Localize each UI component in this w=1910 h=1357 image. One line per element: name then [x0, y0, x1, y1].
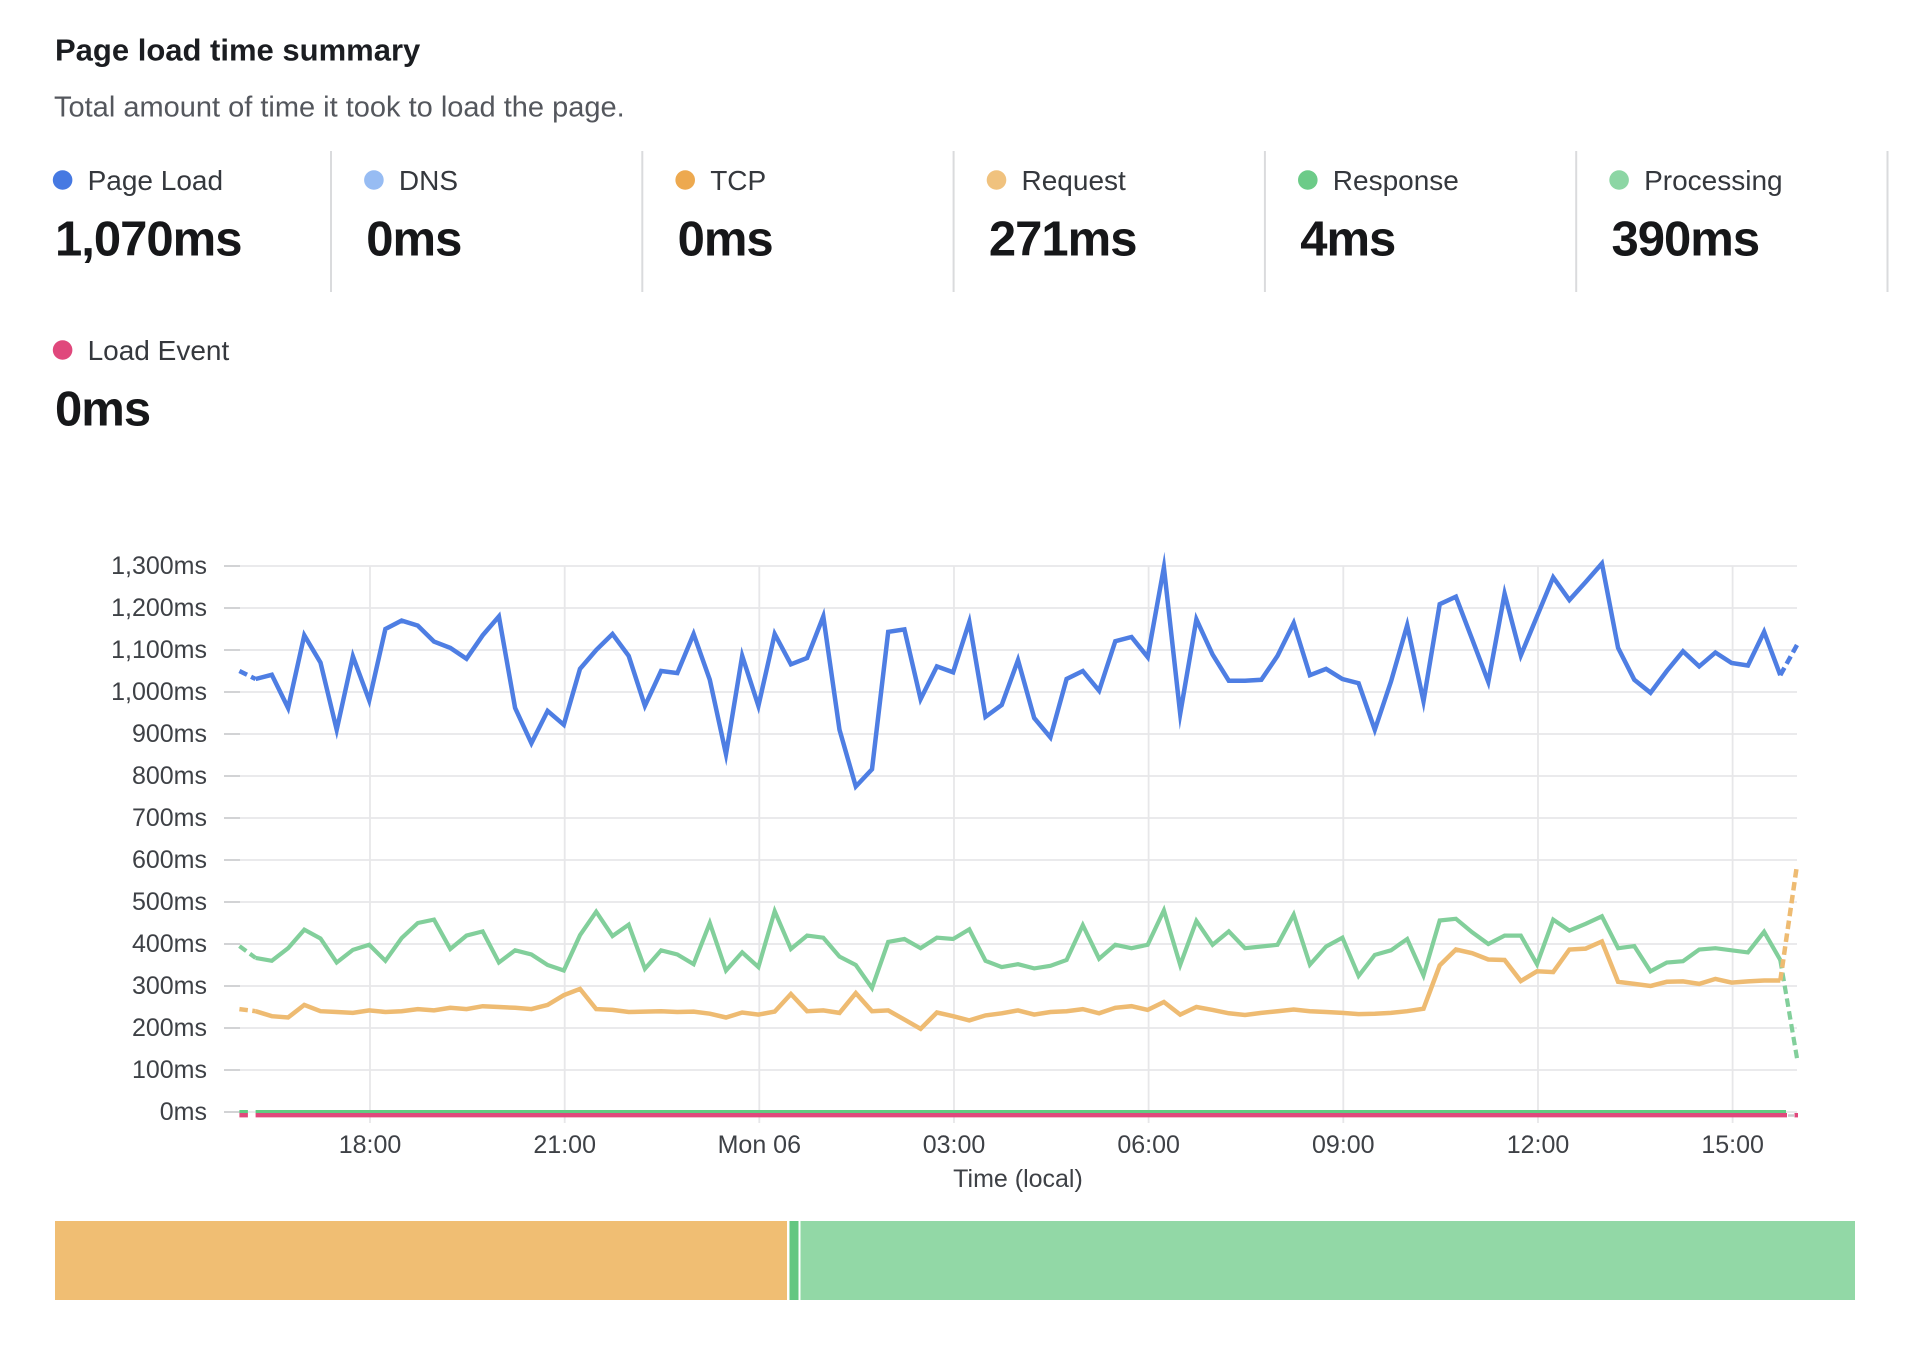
svg-text:0ms: 0ms: [160, 1098, 207, 1126]
svg-text:Page load time summary: Page load time summary: [55, 33, 421, 68]
svg-text:271ms: 271ms: [989, 213, 1137, 267]
svg-text:12:00: 12:00: [1507, 1131, 1570, 1159]
svg-text:Mon 06: Mon 06: [718, 1131, 801, 1159]
svg-text:300ms: 300ms: [132, 972, 207, 1000]
svg-text:400ms: 400ms: [132, 930, 207, 958]
svg-text:Response: Response: [1333, 165, 1459, 196]
svg-text:09:00: 09:00: [1312, 1131, 1375, 1159]
svg-text:03:00: 03:00: [923, 1131, 986, 1159]
svg-text:1,070ms: 1,070ms: [55, 213, 241, 267]
svg-text:0ms: 0ms: [366, 213, 461, 267]
svg-text:600ms: 600ms: [132, 846, 207, 874]
svg-text:500ms: 500ms: [132, 888, 207, 916]
svg-text:TCP: TCP: [710, 165, 766, 196]
svg-text:1,200ms: 1,200ms: [111, 594, 207, 622]
svg-text:4ms: 4ms: [1300, 213, 1395, 267]
svg-text:100ms: 100ms: [132, 1056, 207, 1084]
svg-text:1,100ms: 1,100ms: [111, 636, 207, 664]
svg-text:700ms: 700ms: [132, 804, 207, 832]
svg-text:Total amount of time it took t: Total amount of time it took to load the…: [54, 92, 625, 124]
svg-text:21:00: 21:00: [533, 1131, 596, 1159]
svg-text:Time (local): Time (local): [953, 1165, 1083, 1193]
svg-text:Load Event: Load Event: [88, 335, 230, 366]
svg-text:0ms: 0ms: [55, 383, 150, 437]
svg-text:390ms: 390ms: [1612, 213, 1760, 267]
svg-text:Page Load: Page Load: [88, 165, 223, 196]
svg-text:15:00: 15:00: [1701, 1131, 1764, 1159]
svg-text:06:00: 06:00: [1117, 1131, 1180, 1159]
svg-text:800ms: 800ms: [132, 762, 207, 790]
svg-text:Request: Request: [1022, 165, 1127, 196]
svg-text:18:00: 18:00: [339, 1131, 402, 1159]
svg-text:Processing: Processing: [1644, 165, 1783, 196]
svg-text:900ms: 900ms: [132, 720, 207, 748]
svg-text:1,000ms: 1,000ms: [111, 678, 207, 706]
svg-text:DNS: DNS: [399, 165, 458, 196]
svg-text:0ms: 0ms: [678, 213, 773, 267]
svg-text:1,300ms: 1,300ms: [111, 552, 207, 580]
svg-text:200ms: 200ms: [132, 1014, 207, 1042]
